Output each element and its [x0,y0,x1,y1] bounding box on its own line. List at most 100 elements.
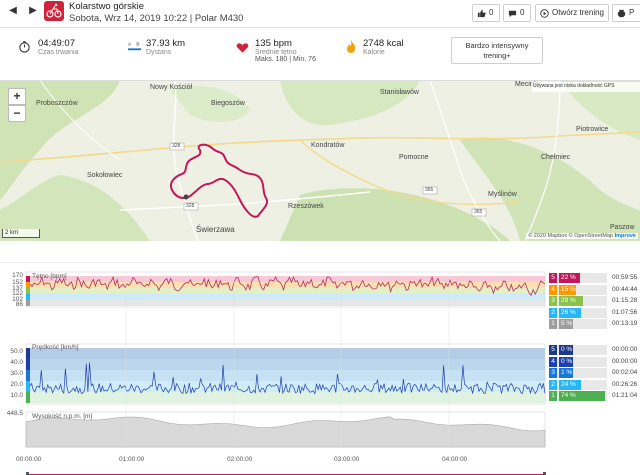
training-subtitle: Sobota, Wrz 14, 2019 10:22 | Polar M430 [69,13,244,24]
timeline-scrollbar[interactable] [26,467,546,475]
distance-icon: A B [128,42,141,51]
xtick-1: 01:00:00 [119,456,145,463]
xtick-0: 00:00:00 [16,456,42,463]
map-label-paszow: Paszow [610,224,635,231]
hr-zone-marker [26,300,30,306]
speed-zone-marker [26,370,30,381]
print-button[interactable]: P [612,4,640,22]
hr-label: Średnie tętno [255,49,297,56]
hr-ytick-86: 86 [15,301,23,308]
road-number-365b: 365 [474,209,483,215]
hr-zone-percent: 15 % [559,284,577,295]
speed-zone-time: 00:02:04 [612,369,638,376]
duration-value: 04:49:07 [38,38,75,49]
map-attribution-text[interactable]: © 2020 Mapbox © OpenStreetMap [528,233,614,239]
hr-zone-number: 2 [549,307,557,318]
xtick-2: 02:00:00 [227,456,253,463]
speed-zone-row: 1 74 % [549,391,607,401]
charts-canvas [0,262,640,448]
comment-button[interactable]: 0 [503,4,531,22]
hr-zone-time: 00:44:44 [612,285,638,293]
speed-ytick-20: 20.0 [10,381,23,388]
map-label-nowy-kosciol: Nowy Kościół [150,84,193,91]
hr-zone-band [26,294,545,300]
map-label-sokolowiec: Sokołowiec [87,172,123,179]
map-attribution[interactable]: © 2020 Mapbox © OpenStreetMap Improve [526,233,638,239]
cycling-icon [44,1,64,21]
map-label-piotrowice: Piotrowice [576,126,609,133]
speed-zone-percent: 0 % [559,356,573,367]
map-label-pomocne: Pomocne [399,154,429,161]
hr-zone-marker [26,288,30,294]
training-title: Kolarstwo górskie [69,1,144,12]
hr-zone-percent: 22 % [559,273,580,283]
hr-zone-percent: 26 % [559,307,582,318]
prev-arrow-icon[interactable]: ◀ [9,5,17,16]
hr-zone-row: 2 26 % [549,307,607,318]
zoom-in-button[interactable]: + [8,88,26,105]
speed-zone-marker [26,348,30,359]
map-label-rzeszowek: Rzeszówek [288,203,324,210]
svg-text:A: A [128,42,132,47]
map-label-swierzawa: Świerzawa [196,225,235,234]
hr-zone-number: 3 [549,296,557,306]
altitude-ytick: 448.5 [6,410,23,417]
hr-zone-time: 00:59:55 [612,274,638,281]
training-benefit-button[interactable]: Bardzo intensywny trening+ [451,37,543,64]
distance-label: Dystans [146,49,172,56]
map-label-myslinow: Myślinów [488,191,517,198]
speed-ytick-40: 40.0 [10,359,23,366]
charts-panel: Tętno [bpm] Prędkość [km/h] Wysokość n.p… [0,262,640,475]
hr-zone-time: 00:13:19 [612,320,638,327]
speed-zone-number: 2 [549,379,557,390]
map-label-kondratow: Kondratów [311,142,345,149]
speed-zone-number: 1 [549,391,557,401]
speed-ytick-10: 10.0 [10,392,23,399]
stopwatch-icon [19,41,30,53]
hr-minmax: Maks. 180 | Min. 76 [255,56,316,63]
open-training-label: Otwórz trening [551,8,604,17]
zoom-out-button[interactable]: − [8,105,26,122]
speed-zone-band [26,359,545,370]
print-icon [617,9,626,17]
hr-zone-percent: 29 % [559,296,583,306]
speed-zone-row: 2 24 % [549,379,607,390]
open-training-button[interactable]: Otwórz trening [535,4,609,22]
speed-zone-marker [26,381,30,392]
like-button[interactable]: 0 [472,4,500,22]
map-label-stanislawow: Stanisławów [380,89,419,96]
comment-count: 0 [520,8,525,17]
calories-label: Kalorie [363,49,385,56]
next-arrow-icon[interactable]: ▶ [29,5,37,16]
speed-zone-number: 3 [549,368,557,378]
route-map[interactable]: Nowy Kościół Proboszczów Biegoszów Mecin… [0,80,640,241]
play-circle-icon [540,8,549,18]
map-label-proboszczow: Proboszczów [36,100,78,107]
speed-zone-marker [26,359,30,370]
speed-zone-percent: 74 % [559,391,605,401]
hr-zone-row: 4 15 % [549,284,607,295]
speed-zone-time: 00:26:26 [612,380,638,388]
hr-ytick-102: 102 [12,296,23,303]
summary-row: 04:49:07 Czas trwania A B 37.93 km Dysta… [0,28,640,74]
speed-zone-time: 00:00:00 [612,357,638,365]
hr-ytick-122: 122 [12,290,23,297]
comment-icon [508,10,517,17]
top-bar: ◀ ▶ Kolarstwo górskie Sobota, Wrz 14, 20… [0,0,640,28]
calories-value: 2748 kcal [363,38,404,49]
hr-zone-number: 5 [549,273,557,283]
speed-ytick-30: 30.0 [10,370,23,377]
speed-zone-percent: 24 % [559,379,581,390]
hr-zone-row: 5 22 % [549,273,607,283]
thumbs-up-icon [477,9,486,17]
speed-zone-time: 00:00:00 [612,346,638,353]
hr-zone-percent: 5 % [559,319,573,329]
map-label-biegoszow: Biegoszów [211,100,245,107]
hr-zone-band [26,282,545,288]
xtick-3: 03:00:00 [334,456,360,463]
road-number-328b: 328 [186,203,195,209]
map-improve-link[interactable]: Improve [614,233,636,239]
altitude-chart-label: Wysokość n.p.m. [m] [32,413,93,420]
